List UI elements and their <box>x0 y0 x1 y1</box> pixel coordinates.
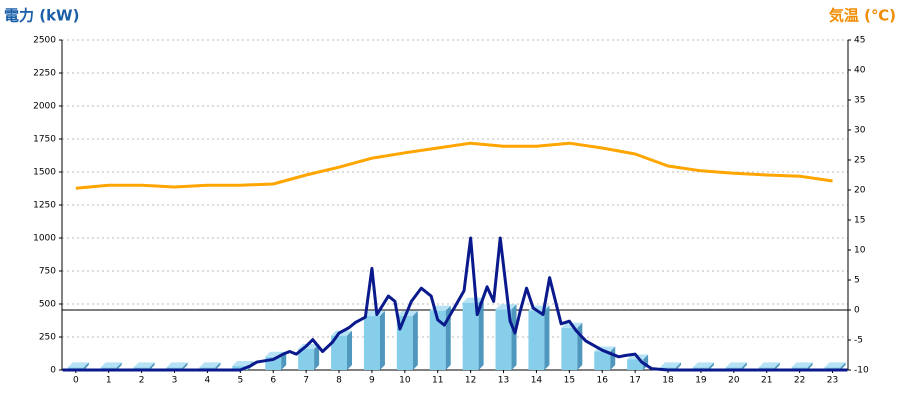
bar-side <box>544 305 550 370</box>
bar <box>561 327 578 370</box>
bar <box>298 348 315 370</box>
y-tick-label: 2000 <box>33 102 56 112</box>
x-tick-label: 14 <box>531 376 543 386</box>
x-tick-label: 7 <box>303 376 309 386</box>
bar-side <box>215 362 221 370</box>
y2-tick-label: 15 <box>854 216 865 226</box>
bar-side <box>314 343 320 370</box>
y2-tick-label: 45 <box>854 36 865 46</box>
line <box>62 236 848 372</box>
bar <box>363 315 380 370</box>
bar-top <box>67 362 89 368</box>
bar-side <box>182 362 188 370</box>
bar-side <box>807 362 813 370</box>
bar-side <box>840 362 846 370</box>
bar-side <box>347 330 353 370</box>
x-tick-label: 15 <box>564 376 575 386</box>
bar <box>528 310 545 370</box>
y-tick-label: 2250 <box>33 69 56 79</box>
bar <box>594 351 611 370</box>
y2-tick-label: 5 <box>854 276 860 286</box>
y-tick-label: 500 <box>39 300 56 310</box>
y-axis-title: 電力 (kW) <box>4 7 79 25</box>
x-tick-label: 1 <box>106 376 112 386</box>
bar-side <box>379 310 385 370</box>
x-tick-label: 6 <box>270 376 276 386</box>
x-tick-label: 19 <box>695 376 707 386</box>
bar <box>462 302 479 370</box>
y2-tick-label: -10 <box>854 366 869 376</box>
y-tick-label: 1000 <box>33 234 56 244</box>
bar-top <box>824 362 846 368</box>
x-tick-label: 20 <box>728 376 740 386</box>
bar-side <box>478 297 484 370</box>
y-tick-label: 750 <box>39 267 56 277</box>
bar-top <box>725 362 747 368</box>
x-tick-label: 3 <box>172 376 178 386</box>
bar-top <box>660 362 682 368</box>
y-tick-label: 2500 <box>33 36 56 46</box>
x-tick-label: 21 <box>761 376 772 386</box>
bar-side <box>676 362 682 370</box>
y-tick-label: 1750 <box>33 135 56 145</box>
bar-side <box>708 362 714 370</box>
x-tick-label: 4 <box>205 376 211 386</box>
bar-top <box>133 362 155 368</box>
y2-tick-label: 20 <box>854 186 866 196</box>
x-tick-label: 12 <box>465 376 476 386</box>
y2-tick-label: 40 <box>854 66 866 76</box>
bar <box>331 335 348 370</box>
x-tick-label: 13 <box>498 376 509 386</box>
bar-side <box>83 362 89 370</box>
x-tick-label: 10 <box>399 376 411 386</box>
x-tick-label: 16 <box>597 376 609 386</box>
x-tick-label: 8 <box>336 376 342 386</box>
y-tick-label: 1500 <box>33 168 56 178</box>
bar-side <box>577 322 583 370</box>
bar-top <box>232 361 254 367</box>
x-tick-label: 0 <box>73 376 79 386</box>
bar-side <box>149 362 155 370</box>
bar <box>495 309 512 370</box>
bar <box>627 359 644 370</box>
bar-top <box>166 362 188 368</box>
x-tick-label: 23 <box>827 376 838 386</box>
bar-side <box>511 304 517 370</box>
y2-tick-label: 30 <box>854 126 866 136</box>
y2-axis-title: 気温 (℃) <box>829 7 896 25</box>
x-tick-label: 2 <box>139 376 145 386</box>
bar-top <box>100 362 122 368</box>
bar-top <box>758 362 780 368</box>
x-tick-label: 22 <box>794 376 805 386</box>
line <box>75 141 833 190</box>
bar-side <box>281 351 287 370</box>
y-tick-label: 0 <box>50 366 56 376</box>
bar-top <box>462 297 484 303</box>
y2-tick-label: 35 <box>854 96 865 106</box>
bar-top <box>692 362 714 368</box>
bar-side <box>774 362 780 370</box>
y2-tick-label: -5 <box>854 336 863 346</box>
bar <box>232 366 249 370</box>
x-tick-label: 17 <box>629 376 640 386</box>
bar-side <box>412 310 418 370</box>
x-tick-label: 5 <box>237 376 243 386</box>
bar <box>429 310 446 370</box>
y2-tick-label: 25 <box>854 156 865 166</box>
y2-tick-label: 10 <box>854 246 866 256</box>
bar-top <box>199 362 221 368</box>
bar-top <box>495 304 517 310</box>
y-tick-label: 1250 <box>33 201 56 211</box>
y-tick-label: 250 <box>39 333 56 343</box>
bar-top <box>791 362 813 368</box>
bar-side <box>741 362 747 370</box>
x-tick-label: 11 <box>432 376 443 386</box>
y2-tick-label: 0 <box>854 306 860 316</box>
x-tick-label: 9 <box>369 376 375 386</box>
bar-side <box>116 362 122 370</box>
x-tick-label: 18 <box>662 376 674 386</box>
